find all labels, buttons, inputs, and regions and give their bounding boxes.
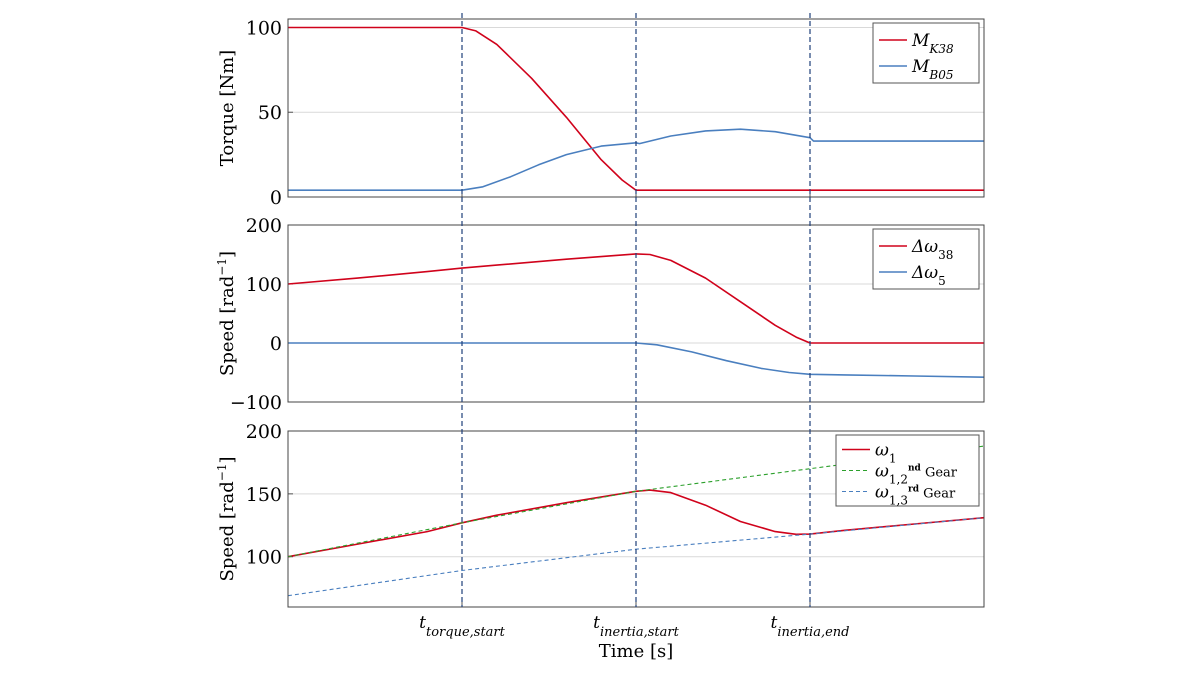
y-tick-label: 200 [246,215,282,237]
series-line-MB05 [288,128,984,191]
y-axis-title: Speed [rad−1] [215,456,238,581]
y-axis-title: Speed [rad−1] [215,251,238,376]
series-line-MK38 [288,26,984,191]
y-tick-label: 100 [246,17,282,39]
y-tick-label: 150 [246,484,282,506]
y-tick-label: 100 [246,274,282,296]
x-tick-label: tinertia,start [593,613,679,640]
legend-box [872,22,980,84]
y-tick-label: 200 [246,421,282,443]
legend-label: ω1,3rd Gear [875,483,956,508]
legend-label: Δω38 [911,237,953,262]
x-tick-label: ttorque,start [419,613,505,640]
x-tick-label: tinertia,end [771,613,850,640]
legend-label: Δω5 [911,263,946,288]
y-axis-title: Torque [Nm] [217,50,238,166]
series-line-ω1 [287,489,985,558]
x-tick-labels: ttorque,start tinertia,start tinertia,end [419,613,849,640]
legend-label: MK38 [911,31,954,56]
x-axis-title: Time [s] [599,641,674,662]
event-markers [461,13,811,607]
y-tick-label: 50 [258,102,282,124]
series-line-Δω5 [288,342,985,378]
y-tick-label: −100 [230,392,282,414]
legend-label: ω1,2nd Gear [875,462,958,487]
legend-label: ω1 [875,441,897,466]
y-tick-label: 0 [270,187,282,209]
legend-box [872,228,980,290]
legend-label: MB05 [911,57,954,82]
series-line-Δω38 [287,253,984,344]
y-tick-label: 0 [270,333,282,355]
y-tick-label: 100 [246,547,282,569]
